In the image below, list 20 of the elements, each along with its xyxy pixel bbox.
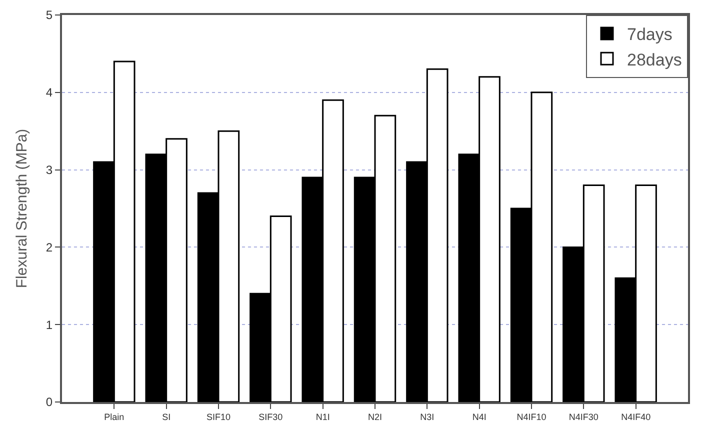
x-tick-label: N4IF10 bbox=[516, 412, 546, 422]
x-tick-label: SIF10 bbox=[206, 412, 231, 422]
x-tick-label: N2I bbox=[368, 412, 382, 422]
y-tick-label: 4 bbox=[46, 86, 53, 100]
x-tick-label: N1I bbox=[316, 412, 330, 422]
x-tick-label: N4IF30 bbox=[568, 412, 598, 422]
y-tick-label: 1 bbox=[46, 318, 53, 332]
y-axis-title: Flexural Strength (MPa) bbox=[14, 128, 31, 288]
legend-label: 7days bbox=[627, 25, 672, 44]
x-tick-label: SIF30 bbox=[258, 412, 283, 422]
y-tick-label: 5 bbox=[46, 8, 53, 22]
y-tick-label: 0 bbox=[46, 395, 53, 410]
x-tick-label: N3I bbox=[420, 412, 434, 422]
x-tick-label: Plain bbox=[104, 412, 124, 422]
x-tick-label: N4I bbox=[472, 412, 486, 422]
y-tick-label: 3 bbox=[46, 163, 53, 177]
y-tick-label: 2 bbox=[46, 240, 53, 254]
legend-label: 28days bbox=[627, 50, 682, 70]
x-tick-label: N4IF40 bbox=[621, 412, 651, 422]
x-tick-label: SI bbox=[162, 412, 171, 422]
